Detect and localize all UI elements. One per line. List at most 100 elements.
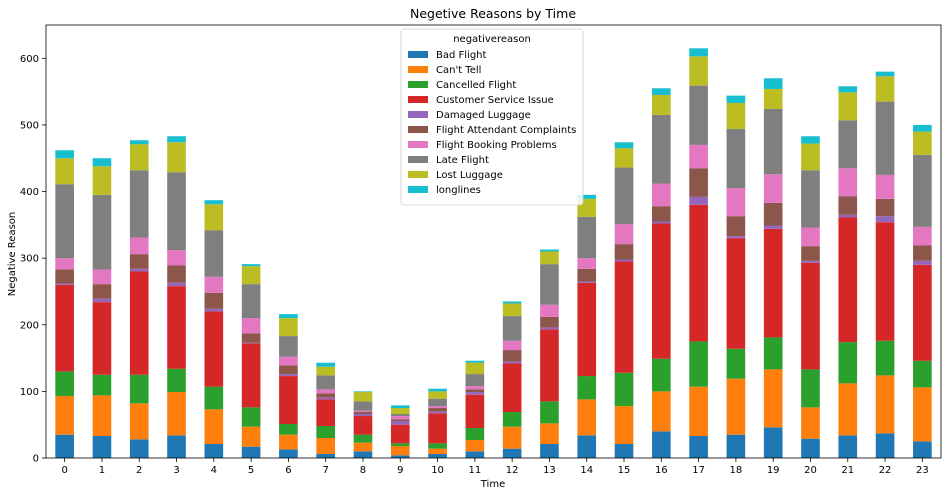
bar-segment: [390, 419, 410, 422]
bar-segment: [316, 399, 336, 427]
bar-segment: [763, 337, 783, 370]
bar-segment: [577, 281, 597, 283]
bar-segment: [241, 343, 261, 408]
bar-segment: [279, 336, 298, 357]
legend-swatch: [408, 111, 428, 118]
bar-segment: [279, 318, 298, 337]
x-tick-label: 14: [580, 465, 593, 476]
bar-segment: [913, 154, 932, 227]
bar-segment: [465, 428, 485, 441]
bar-segment: [92, 166, 112, 195]
bar-segment: [279, 365, 298, 375]
bar-segment: [428, 391, 447, 399]
legend-swatch: [408, 51, 428, 58]
bar-segment: [279, 424, 298, 435]
x-tick-label: 0: [61, 465, 67, 476]
bar-segment: [129, 271, 149, 375]
bar-segment: [353, 414, 373, 417]
bar-segment: [316, 438, 336, 455]
bar-segment: [689, 386, 708, 437]
bar-segment: [763, 225, 783, 229]
bar-segment: [540, 444, 559, 458]
x-tick-label: 6: [285, 465, 291, 476]
bar-segment: [129, 140, 149, 145]
bar-segment: [838, 168, 858, 197]
legend-swatch: [408, 156, 428, 163]
bar-segment: [204, 200, 224, 205]
x-tick-label: 22: [879, 465, 892, 476]
x-axis-label: Time: [480, 479, 505, 490]
bar-segment: [763, 174, 783, 203]
bar-segment: [502, 361, 522, 364]
y-axis-label: Negative Reason: [7, 212, 18, 297]
bar-segment: [204, 204, 224, 231]
bar-segment: [540, 304, 559, 317]
bar-segment: [204, 311, 224, 387]
bar-segment: [428, 408, 447, 412]
bar-segment: [241, 446, 261, 458]
x-tick-label: 9: [397, 465, 403, 476]
x-tick-label: 11: [468, 465, 481, 476]
bar-segment: [129, 254, 149, 269]
bar-segment: [913, 387, 932, 442]
bar-segment: [614, 148, 634, 168]
bar-segment: [428, 454, 447, 458]
legend-entry-label: Late Flight: [436, 155, 489, 166]
y-tick-label: 0: [33, 454, 39, 465]
bar-segment: [801, 227, 820, 247]
bar-segment: [316, 366, 336, 376]
bar-segment: [913, 124, 932, 132]
bar-segment: [502, 301, 522, 304]
bar-segment: [913, 245, 932, 261]
bar-segment: [465, 374, 485, 387]
bar-segment: [838, 214, 858, 218]
y-tick-label: 600: [20, 54, 39, 65]
bar-segment: [129, 403, 149, 440]
bar-segment: [204, 409, 224, 445]
bar-segment: [55, 434, 74, 458]
bar-segment: [428, 411, 447, 414]
bar-segment: [614, 224, 634, 245]
bar-segment: [577, 194, 597, 199]
bar-segment: [689, 341, 708, 387]
bar-segment: [390, 414, 410, 417]
bar-segment: [428, 388, 447, 392]
bar-segment: [465, 386, 485, 390]
bar-segment: [726, 236, 746, 239]
bar-segment: [875, 76, 895, 102]
bar-segment: [689, 204, 708, 342]
bar-segment: [167, 282, 186, 287]
legend-swatch: [408, 81, 428, 88]
bar-segment: [651, 221, 671, 224]
bar-segment: [689, 48, 708, 57]
bar-segment: [92, 302, 112, 375]
bar-segment: [167, 136, 186, 143]
bar-segment: [502, 363, 522, 413]
legend-entry-label: Lost Luggage: [436, 170, 503, 181]
y-tick-label: 100: [20, 387, 39, 398]
bar-segment: [55, 258, 74, 270]
bar-segment: [689, 56, 708, 86]
legend-swatch: [408, 171, 428, 178]
x-tick-label: 15: [618, 465, 631, 476]
bars-group: [55, 48, 932, 458]
bar-segment: [875, 433, 895, 458]
bar-segment: [390, 455, 410, 458]
bar-segment: [801, 262, 820, 370]
bar-segment: [577, 399, 597, 436]
bar-segment: [651, 391, 671, 432]
legend: negativereason Bad Flight Can't Tell Cancel…: [400, 28, 584, 206]
bar-segment: [55, 184, 74, 259]
bar-segment: [502, 412, 522, 427]
bar-segment: [540, 316, 559, 328]
bar-segment: [279, 376, 298, 425]
bar-segment: [167, 172, 186, 251]
legend-entry-label: Damaged Luggage: [436, 110, 531, 121]
x-tick-label: 21: [841, 465, 854, 476]
bar-segment: [651, 206, 671, 222]
bar-segment: [241, 264, 261, 267]
bar-segment: [502, 426, 522, 449]
bar-segment: [540, 329, 559, 402]
bar-segment: [763, 202, 783, 226]
x-tick-label: 1: [99, 465, 105, 476]
